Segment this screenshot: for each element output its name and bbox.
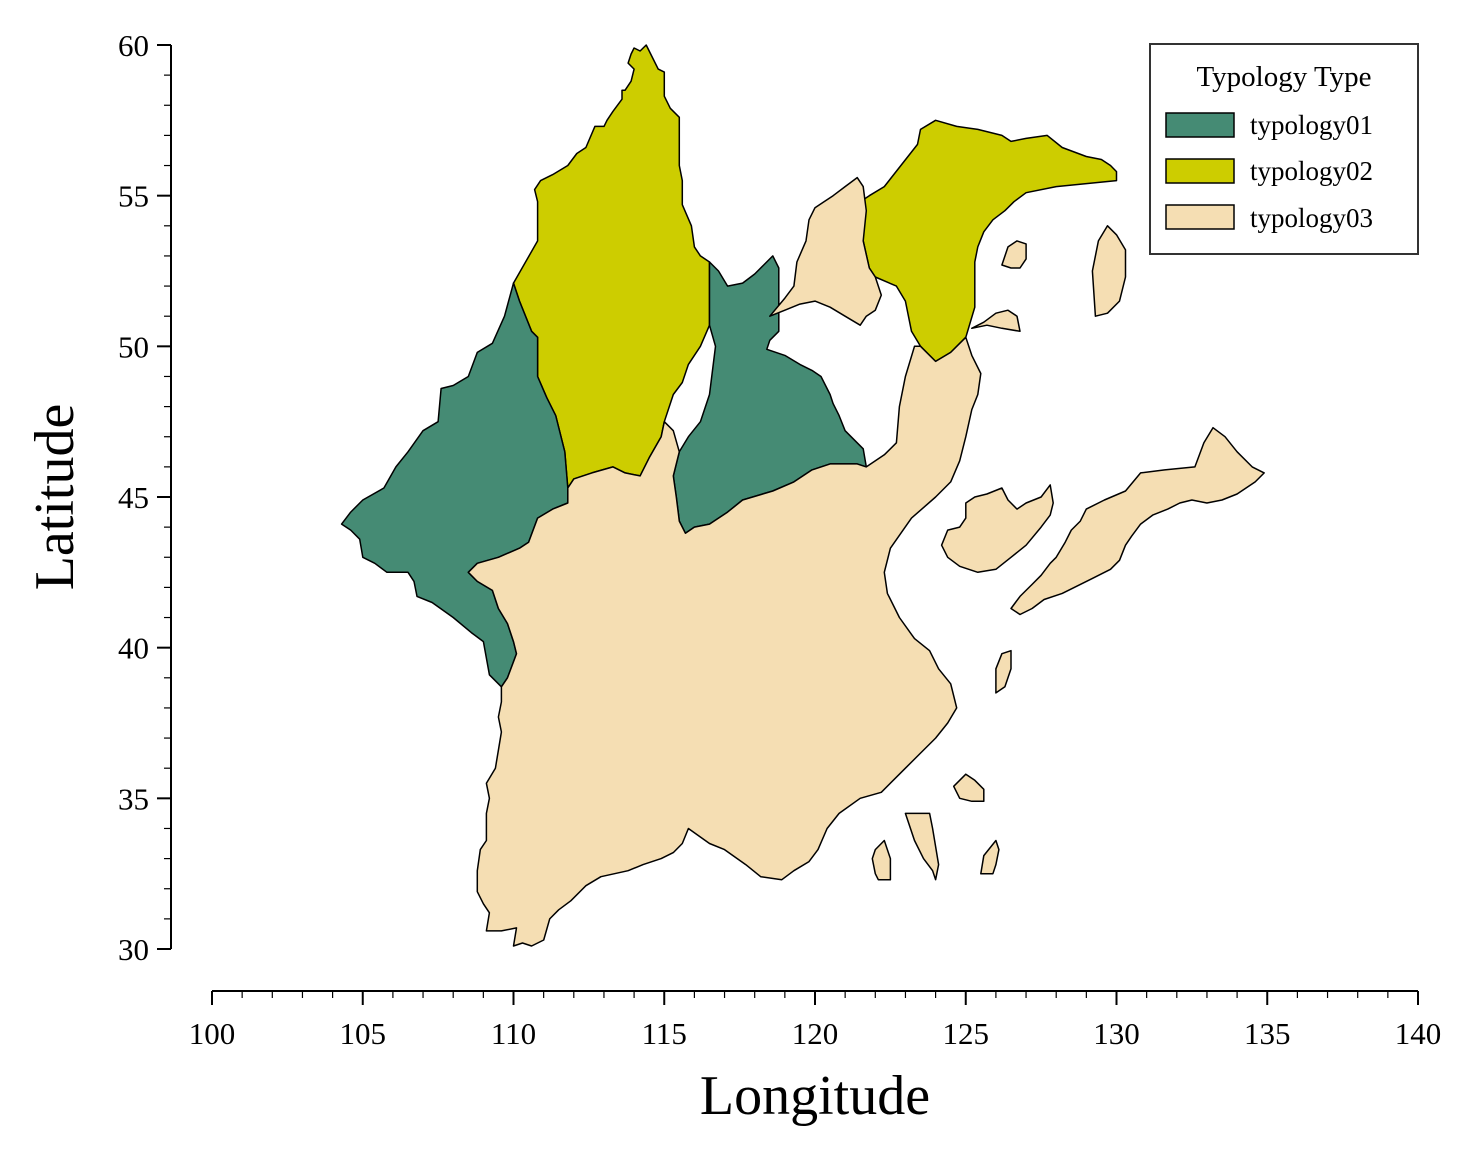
region-typology03-10: [1010, 426, 1265, 616]
region-typology03-9: [940, 484, 1054, 574]
region-typology02-1: [859, 119, 1118, 363]
legend-label-typology03: typology03: [1250, 203, 1373, 233]
x-ticks: 100 105 110 115 120 125 130 135 140: [189, 991, 1442, 1051]
region-typology03-8: [971, 309, 1021, 333]
y-axis-title: Latitude: [24, 404, 86, 591]
x-tick-label: 135: [1244, 1016, 1291, 1051]
legend-label-typology02: typology02: [1250, 156, 1373, 186]
region-typology03-13: [904, 812, 940, 881]
x-tick-label: 110: [491, 1016, 536, 1051]
legend: Typology Type typology01 typology02 typo…: [1149, 43, 1419, 255]
y-axis: 30 35 40 45 50 55 60: [118, 28, 172, 967]
x-axis-title: Longitude: [700, 1065, 930, 1127]
x-tick-label: 100: [189, 1016, 236, 1051]
region-typology03-11: [995, 649, 1012, 694]
x-axis: 100 105 110 115 120 125 130 135 140: [189, 990, 1442, 1051]
region-typology03-15: [980, 839, 1000, 875]
legend-label-typology01: typology01: [1250, 110, 1373, 140]
x-tick-label: 125: [943, 1016, 990, 1051]
region-typology03-12: [952, 773, 985, 803]
x-tick-label: 130: [1093, 1016, 1140, 1051]
region-typology03-14: [871, 839, 892, 881]
x-tick-label: 115: [642, 1016, 687, 1051]
x-tick-label: 105: [340, 1016, 387, 1051]
region-typology03-4: [769, 176, 883, 326]
y-tick-label: 35: [118, 781, 149, 816]
legend-swatch-typology03: [1165, 204, 1235, 230]
x-tick-label: 120: [792, 1016, 839, 1051]
x-tick-label: 140: [1395, 1016, 1442, 1051]
y-tick-label: 50: [118, 329, 149, 364]
legend-title: Typology Type: [1196, 61, 1371, 93]
y-tick-label: 40: [118, 631, 149, 666]
legend-swatch-typology02: [1165, 158, 1235, 184]
y-tick-label: 55: [118, 179, 149, 214]
y-tick-label: 45: [118, 480, 149, 515]
y-tick-label: 30: [118, 932, 149, 967]
region-typology03-6: [1091, 225, 1127, 317]
region-typology03-7: [1001, 240, 1027, 269]
region-typology03-5: [467, 336, 982, 947]
regions-layer: [340, 44, 1265, 947]
legend-swatch-typology01: [1165, 112, 1235, 138]
y-ticks: 30 35 40 45 50 55 60: [118, 28, 171, 967]
y-tick-label: 60: [118, 28, 149, 63]
